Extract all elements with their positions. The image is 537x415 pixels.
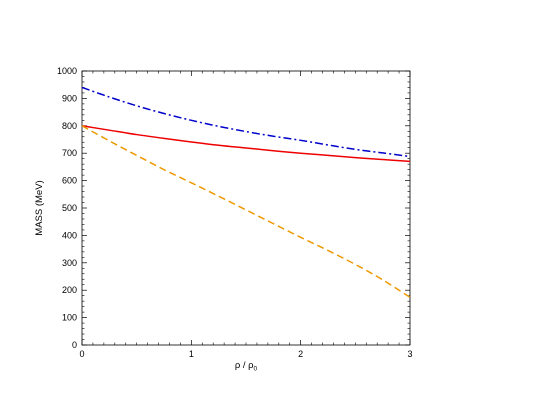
x-tick-label: 0	[79, 349, 84, 359]
y-tick-label: 600	[62, 176, 77, 186]
y-tick-label: 500	[62, 203, 77, 213]
y-tick-label: 900	[62, 93, 77, 103]
x-tick-label: 3	[407, 349, 412, 359]
x-axis-title: ρ / ρ0	[235, 360, 258, 373]
plot-frame	[81, 70, 411, 346]
y-tick-label: 1000	[57, 66, 77, 76]
minor-ticks	[82, 71, 410, 345]
y-tick-label: 300	[62, 258, 77, 268]
y-axis-title: MASS (MeV)	[34, 180, 45, 235]
x-axis-title-subscript: 0	[254, 366, 258, 373]
series-line-dashed	[81, 125, 411, 298]
y-tick-label: 700	[62, 148, 77, 158]
series-layer	[81, 86, 411, 298]
y-tick-label: 100	[62, 313, 77, 323]
major-ticks	[81, 70, 411, 346]
series-line-solid	[81, 125, 411, 163]
y-tick-label: 0	[72, 340, 77, 350]
series-line-dash-dot	[81, 86, 411, 158]
x-tick-label: 1	[189, 349, 194, 359]
y-tick-label: 200	[62, 285, 77, 295]
x-tick-label: 2	[298, 349, 303, 359]
x-axis-title-main: ρ / ρ	[235, 360, 254, 371]
y-tick-label: 800	[62, 121, 77, 131]
x-tick-labels: 0 1 2 3	[79, 349, 412, 359]
y-tick-labels: 0 100 200 300 400 500 600 700 800 900 1000	[57, 66, 77, 350]
y-tick-label: 400	[62, 230, 77, 240]
